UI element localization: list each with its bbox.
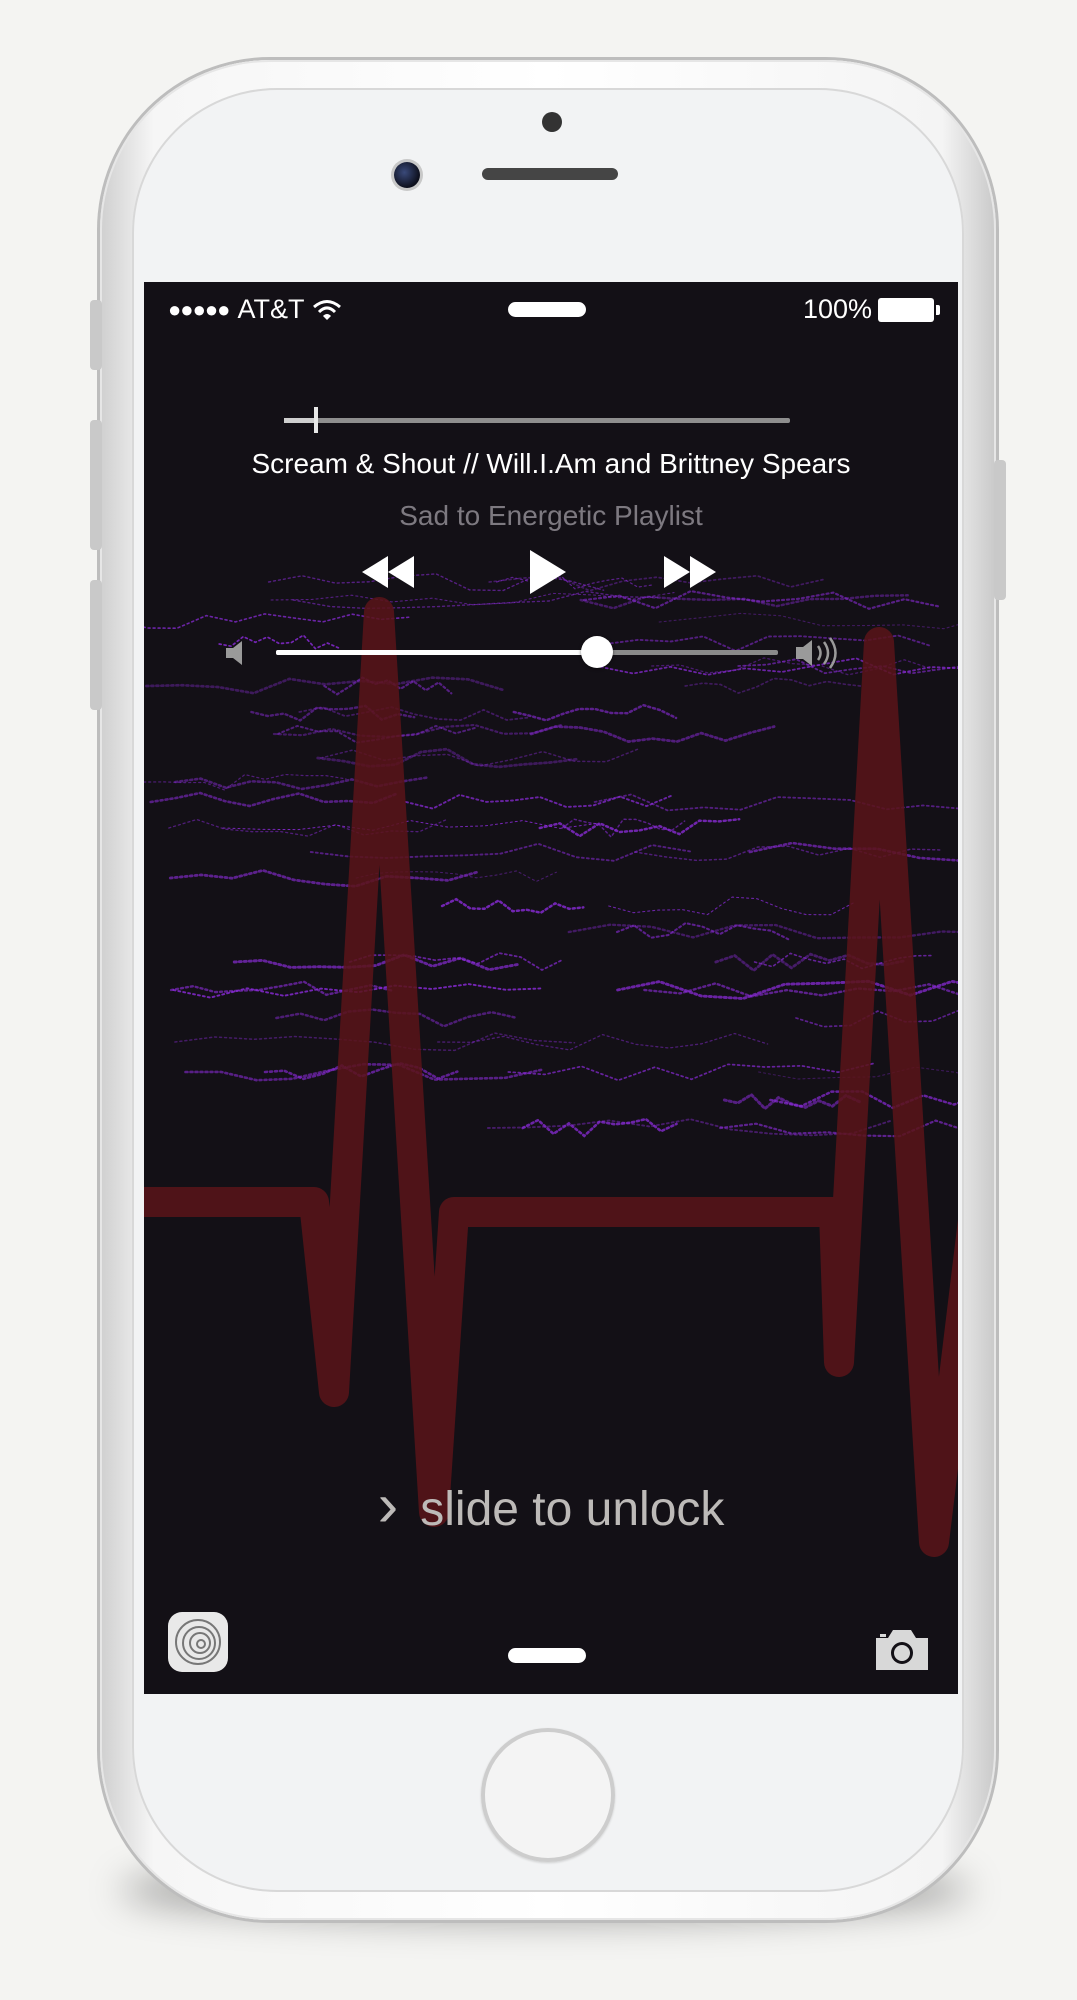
waveform-segment (608, 896, 857, 916)
waveform-segment (521, 1117, 678, 1138)
carrier-name: AT&T (237, 294, 305, 324)
playback-controls (144, 542, 958, 612)
waveform-segment (172, 983, 544, 999)
waveform-segment (795, 1009, 958, 1028)
waveform-segment (595, 657, 958, 676)
unlock-chevron-icon: › (377, 1470, 399, 1540)
track-progress-bar[interactable] (284, 407, 790, 433)
speaker-high-icon (796, 637, 837, 669)
waveform-segment (232, 953, 519, 972)
camera-icon[interactable] (872, 1626, 932, 1674)
waveform-segment (168, 868, 481, 888)
heartbeat-wallpaper (144, 573, 958, 1557)
waveform-segment (144, 613, 412, 630)
playlist-name: Sad to Energetic Playlist (399, 500, 703, 531)
signal-strength: ●●●●● (168, 296, 230, 322)
volume-knob[interactable] (581, 636, 614, 668)
unlock-label: slide to unlock (420, 1483, 725, 1536)
waveform-segment (309, 842, 691, 862)
track-title: Scream & Shout // Will.I.Am and Brittney… (251, 448, 851, 479)
track-progress-knob[interactable] (314, 407, 319, 433)
volume-up-button (90, 420, 102, 550)
waveform-segment (748, 841, 958, 862)
carrier-info: ●●●●● AT&T (168, 294, 342, 325)
waveform-segment (272, 723, 562, 739)
waveform-segment (222, 820, 599, 831)
power-button (994, 460, 1006, 600)
waveform-segment (292, 590, 660, 610)
volume-down-button (90, 580, 102, 710)
waveform-segment (512, 703, 678, 722)
waveform-segment (538, 817, 741, 838)
waveform-segment (616, 979, 958, 1000)
waveform-segment (615, 921, 790, 941)
slide-to-unlock[interactable]: › slide to unlock (144, 1474, 958, 1537)
proximity-sensor (542, 112, 562, 132)
status-bar: ●●●●● AT&T 100% (144, 282, 958, 342)
waveform-segment (145, 676, 506, 695)
waveform-segment (583, 589, 942, 610)
waveform-segment (486, 1118, 894, 1137)
volume-track[interactable] (276, 636, 778, 668)
waveform-segment (348, 952, 565, 972)
waveform-segment (270, 592, 675, 606)
volume-fill (276, 650, 598, 655)
rewind-icon[interactable] (358, 542, 418, 602)
battery-percentage: 100% (802, 294, 872, 324)
waveform-segment (437, 1032, 769, 1051)
waveform-segment (316, 747, 578, 769)
waveform-segment (507, 1062, 876, 1082)
speaker-low-icon (226, 641, 242, 665)
waveform-segment (218, 634, 341, 650)
shazam-app-icon[interactable] (168, 1612, 228, 1672)
mute-switch (90, 300, 102, 370)
waveform-segment (298, 706, 531, 722)
waveform-segment (529, 725, 776, 744)
notification-center-grabber[interactable] (508, 302, 586, 317)
wifi-icon (313, 299, 342, 320)
waveform-segment (405, 793, 675, 810)
waveform-segment (769, 1090, 958, 1110)
waveform-segment (658, 612, 958, 630)
earpiece-speaker (482, 168, 618, 180)
lock-screen: ●●●●● AT&T 100% Scream & Shout // Will.I… (144, 282, 958, 1694)
waveform-segment (440, 897, 585, 915)
waveform-segment (174, 1032, 576, 1052)
fast-forward-icon[interactable] (660, 542, 720, 602)
play-icon[interactable] (516, 542, 576, 602)
battery-status: 100% (802, 294, 940, 325)
waveform-segment (267, 573, 605, 592)
heartbeat-line (144, 597, 958, 1557)
waveform-segment (714, 952, 907, 973)
home-button[interactable] (481, 1728, 615, 1862)
waveform-segment (643, 982, 958, 998)
waveform-segment (567, 923, 958, 940)
waveform-segment (144, 773, 347, 791)
battery-icon (878, 297, 940, 322)
waveform-segment (496, 573, 655, 590)
track-progress-fill (284, 418, 315, 423)
waveform-segment (561, 818, 686, 839)
waveform-segment (684, 677, 864, 695)
control-center-grabber[interactable] (508, 1648, 586, 1663)
waveform-segment (758, 1066, 958, 1080)
spiral-icon (175, 1619, 221, 1665)
volume-slider[interactable] (224, 628, 884, 678)
front-camera (394, 162, 420, 188)
waveform-segment (355, 870, 557, 883)
